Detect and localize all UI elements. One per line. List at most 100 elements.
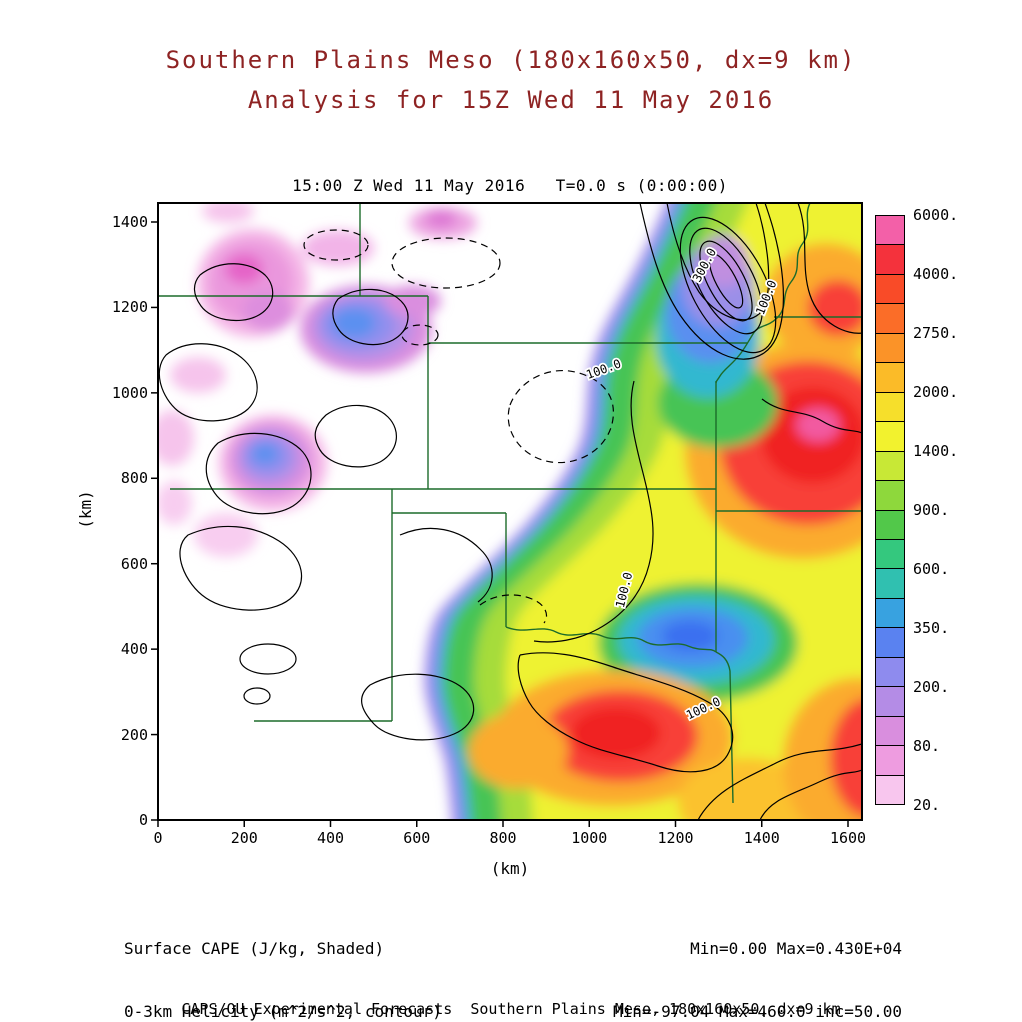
x-tick-label: 600	[403, 829, 431, 847]
legend-block-right: Min=0.00 Max=0.430E+04 Min=-97.04 Max=46…	[613, 896, 902, 1022]
colorbar-block	[876, 628, 904, 658]
helicity-contour	[639, 203, 784, 360]
cape-blob-nw	[225, 254, 263, 284]
x-tick-label: 1000	[571, 829, 608, 847]
figure-title-line1: Southern Plains Meso (180x160x50, dx=9 k…	[165, 46, 857, 74]
y-tick-label: 600	[120, 554, 148, 573]
x-axis-label: (km)	[490, 859, 530, 878]
colorbar-block	[876, 569, 904, 599]
colorbar-block	[876, 304, 904, 334]
cape-blob-nw	[425, 210, 457, 228]
cape-blob-nw	[170, 357, 226, 393]
state-border-missouri-river	[715, 203, 811, 384]
colorbar-tick-label: 4000.	[913, 265, 959, 283]
helicity-contour	[708, 253, 744, 309]
helicity-contour	[332, 288, 409, 346]
x-tick-label: 1600	[829, 829, 867, 847]
y-tick-label: 200	[120, 725, 148, 744]
colorbar-block	[876, 510, 904, 540]
cape-blob-nw	[252, 444, 278, 464]
colorbar-block	[876, 539, 904, 570]
state-border-red-river	[505, 626, 717, 653]
x-tick-label: 1200	[657, 829, 694, 847]
helicity-contour	[239, 643, 297, 675]
helicity-contour-dashed	[303, 229, 369, 261]
y-tick-label: 1200	[111, 298, 148, 317]
cape-blob-nw	[242, 291, 294, 331]
cape-blob	[571, 707, 661, 759]
axis-tick-marks	[151, 221, 849, 827]
helicity-contour	[243, 687, 271, 705]
colorbar-block	[876, 481, 904, 511]
cape-blob	[808, 280, 862, 336]
helicity-contour	[759, 769, 862, 820]
colorbar-tick-label: 200.	[913, 678, 950, 696]
colorbar-tick-label: 6000.	[913, 206, 959, 224]
colorbar-tick-label: 350.	[913, 619, 950, 637]
colorbar-block	[876, 746, 904, 776]
y-axis-label: (km)	[75, 490, 95, 529]
helicity-contour	[699, 240, 753, 322]
y-tick-label: 1400	[111, 213, 148, 231]
figure-title-line2: Analysis for 15Z Wed 11 May 2016	[247, 86, 775, 114]
x-tick-label: 0	[153, 829, 163, 847]
colorbar	[875, 215, 905, 805]
helicity-contour	[314, 404, 397, 468]
cape-blob-nw	[158, 410, 194, 466]
helicity-contour	[399, 527, 493, 603]
cape-blob-nw	[158, 481, 192, 525]
state-border	[715, 651, 734, 804]
map-frame	[157, 202, 863, 821]
map-plot: 300.0 100.0 100.0 100.0 100.0	[151, 202, 863, 827]
colorbar-block	[876, 598, 904, 629]
legend-contour-field: 0-3km Helicity (m^2/s^2, contour)	[124, 1002, 442, 1021]
x-tick-label: 200	[230, 829, 258, 847]
helicity-contour	[679, 216, 777, 354]
legend-block-left: Surface CAPE (J/kg, Shaded) 0-3km Helici…	[124, 896, 442, 1022]
colorbar-tick-label: 2000.	[913, 383, 959, 401]
colorbar-tick-label: 20.	[913, 796, 941, 814]
map-valid-time-header: 15:00 Z Wed 11 May 2016 T=0.0 s (0:00:00…	[292, 176, 728, 195]
cape-blob	[678, 758, 818, 820]
helicity-contours-negative	[303, 229, 614, 624]
helicity-contour	[666, 203, 770, 321]
y-tick-label: 400	[120, 640, 148, 659]
cape-blob-nw	[385, 285, 441, 317]
y-tick-label: 800	[120, 469, 148, 488]
colorbar-block	[876, 775, 904, 805]
colorbar-tick-label: 2750.	[913, 324, 959, 342]
colorbar-block	[876, 687, 904, 717]
colorbar-block	[876, 451, 904, 482]
colorbar-block	[876, 333, 904, 364]
colorbar-tick-label: 80.	[913, 737, 941, 755]
y-tick-label: 0	[138, 811, 148, 829]
helicity-contour-dashed	[479, 594, 548, 624]
helicity-contour	[158, 343, 258, 422]
colorbar-block	[876, 392, 904, 423]
helicity-contour	[697, 743, 862, 820]
x-tick-label: 400	[316, 829, 345, 847]
helicity-contour	[193, 263, 274, 322]
colorbar-tick-label: 900.	[913, 501, 950, 519]
cape-blob-nw	[302, 230, 374, 266]
colorbar-block	[876, 657, 904, 688]
y-tick-label: 1000	[111, 383, 148, 402]
cape-blob	[468, 713, 568, 789]
legend-shaded-stats: Min=0.00 Max=0.430E+04	[690, 939, 902, 958]
cape-blob-nw	[202, 203, 254, 223]
colorbar-block	[876, 274, 904, 305]
helicity-contour	[689, 227, 763, 335]
x-tick-label: 800	[489, 829, 517, 847]
helicity-contour	[179, 525, 303, 611]
x-tick-label: 1400	[743, 829, 780, 847]
colorbar-tick-label: 1400.	[913, 442, 959, 460]
helicity-contour	[797, 203, 862, 334]
helicity-contour	[533, 380, 654, 643]
helicity-contour	[517, 652, 734, 773]
colorbar-block	[876, 716, 904, 747]
colorbar-block	[876, 363, 904, 393]
colorbar-block	[876, 245, 904, 275]
helicity-contour-dashed	[391, 237, 501, 289]
state-borders	[158, 203, 862, 804]
